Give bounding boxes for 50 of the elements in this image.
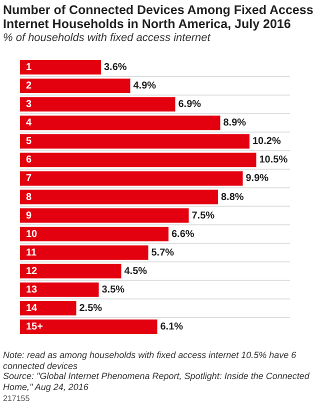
bar <box>20 264 122 278</box>
data-label: 6.6% <box>172 228 194 240</box>
data-label: 10.2% <box>252 136 281 148</box>
bar <box>20 245 148 260</box>
bar <box>20 282 99 297</box>
bar <box>20 208 189 223</box>
chart-subtitle: % of households with fixed access internet <box>3 32 212 44</box>
bar <box>20 116 220 130</box>
data-label: 8.8% <box>221 192 244 203</box>
y-tick-label: 9 <box>26 210 32 222</box>
bar <box>20 60 101 74</box>
y-tick-label: 4 <box>26 118 32 129</box>
bar <box>20 134 250 149</box>
data-label: 7.5% <box>192 210 215 222</box>
data-label: 4.5% <box>124 266 148 277</box>
data-label: 9.9% <box>246 173 269 184</box>
bar <box>20 320 158 334</box>
data-label: 8.9% <box>223 118 246 129</box>
y-tick-label: 5 <box>26 136 32 148</box>
bar <box>20 190 218 204</box>
bar <box>20 226 168 242</box>
chart-title: Number of Connected Devices Among Fixed Access Internet Households in North America, July 2016 <box>3 3 314 31</box>
data-label: 10.5% <box>259 154 288 166</box>
source-note: Source: "Global Internet Phenomena Report, Spotlight: Inside the Connected Home," Aug 24, 2016 <box>3 371 310 392</box>
y-tick-label: 10 <box>26 228 38 240</box>
y-tick-label: 14 <box>26 302 38 314</box>
data-label: 3.5% <box>102 284 125 296</box>
data-label: 2.5% <box>79 302 102 314</box>
y-tick-label: 12 <box>26 266 38 277</box>
y-tick-label: 7 <box>26 173 32 184</box>
data-label: 6.1% <box>160 321 184 332</box>
data-label: 6.9% <box>178 99 202 110</box>
data-label: 5.7% <box>151 247 174 258</box>
y-tick-label: 8 <box>26 192 32 203</box>
y-tick-label: 2 <box>26 80 32 92</box>
text: Note: read as among households with fixed access internet 10.5% have 6 connected devices <box>3 350 298 371</box>
y-tick-label: 6 <box>26 154 32 166</box>
y-tick-label: 15+ <box>26 321 44 332</box>
data-label: 4.9% <box>133 80 156 92</box>
bar <box>20 152 256 168</box>
text: 217155 <box>3 394 31 403</box>
data-label: 3.6% <box>104 62 127 74</box>
bar <box>20 300 76 316</box>
bar <box>20 97 176 112</box>
y-tick-label: 11 <box>26 247 38 258</box>
bar <box>20 171 243 186</box>
y-tick-label: 1 <box>26 62 32 74</box>
bar <box>20 78 130 94</box>
y-tick-label: 3 <box>26 99 32 110</box>
y-tick-label: 13 <box>26 284 38 296</box>
